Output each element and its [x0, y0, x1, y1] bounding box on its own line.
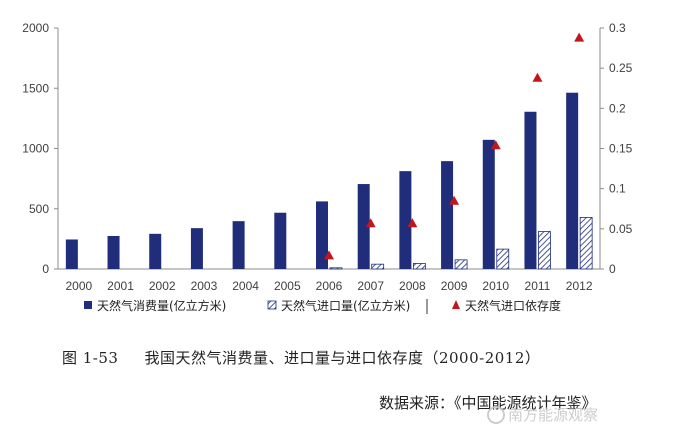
consumption-bar — [232, 221, 245, 269]
import-bar — [412, 263, 426, 270]
left-axis-tick-label: 500 — [29, 202, 49, 216]
dependency-marker — [574, 32, 585, 42]
x-axis-tick-label: 2010 — [482, 279, 509, 293]
dependency-marker — [449, 195, 460, 205]
wechat-icon — [487, 406, 505, 424]
consumption-bar — [65, 239, 78, 269]
dependency-marker — [365, 218, 376, 228]
legend-label: 天然气进口依存度 — [465, 298, 561, 313]
import-bar — [496, 248, 510, 270]
x-axis-tick-label: 2007 — [357, 279, 384, 293]
legend-swatch-imports — [267, 300, 277, 310]
right-axis-tick-label: 0.15 — [609, 142, 633, 156]
import-bar — [454, 259, 468, 270]
legend-swatch-consumption — [84, 301, 92, 309]
figure-caption: 图 1-53 我国天然气消费量、进口量与进口依存度（2000-2012） — [62, 347, 540, 368]
left-axis-tick-label: 1500 — [22, 81, 49, 95]
consumption-bar — [399, 171, 412, 269]
watermark-text: 南方能源观察 — [508, 406, 599, 424]
x-axis-tick-label: 2001 — [107, 279, 134, 293]
consumption-bar — [107, 235, 120, 269]
consumption-bar — [524, 111, 537, 269]
figure-title: 我国天然气消费量、进口量与进口依存度（2000-2012） — [144, 349, 541, 367]
x-axis-tick-label: 2003 — [191, 279, 218, 293]
x-axis-tick-label: 2002 — [149, 279, 176, 293]
import-bar — [329, 267, 343, 270]
consumption-bar — [357, 184, 370, 269]
x-axis-tick-label: 2009 — [441, 279, 468, 293]
consumption-bar — [316, 201, 328, 269]
x-axis-tick-label: 2000 — [65, 279, 92, 293]
right-axis-tick-label: 0 — [609, 262, 616, 276]
import-bar — [538, 231, 551, 270]
right-axis-tick-label: 0.2 — [609, 101, 626, 115]
right-axis-tick-label: 0.1 — [609, 182, 626, 196]
dependency-marker — [324, 250, 334, 260]
left-axis-tick-label: 0 — [42, 262, 49, 276]
x-axis-tick-label: 2005 — [274, 279, 301, 293]
dependency-marker — [490, 140, 501, 150]
figure-number: 图 1-53 — [62, 349, 119, 367]
x-axis-tick-label: 2004 — [232, 279, 259, 293]
dependency-marker — [532, 72, 543, 82]
right-axis-tick-label: 0.05 — [609, 222, 633, 236]
chart: 0 500 1000 1500 2000 0 0.05 0.1 0.15 0.2 0.25 0.3 20… — [22, 21, 633, 314]
consumption-bar — [190, 228, 203, 269]
consumption-bar — [274, 212, 287, 269]
legend-label: 天然气消费量(亿立方米) — [97, 298, 226, 313]
watermark: 南方能源观察 — [487, 404, 598, 425]
x-axis-tick-label: 2011 — [525, 279, 551, 293]
left-axis-tick-label: 2000 — [22, 21, 49, 35]
x-axis-tick-label: 2012 — [566, 279, 593, 293]
legend-label: 天然气进口量(亿立方米) — [281, 298, 410, 313]
right-axis-tick-label: 0.25 — [609, 61, 633, 75]
x-axis-tick-label: 2008 — [399, 279, 426, 293]
right-axis-tick-label: 0.3 — [609, 21, 626, 35]
import-bar — [579, 217, 593, 270]
import-bar — [371, 263, 385, 270]
dependency-marker — [407, 218, 418, 228]
consumption-bar — [482, 139, 495, 269]
left-axis-tick-label: 1000 — [22, 142, 49, 156]
consumption-bar — [566, 92, 579, 269]
consumption-bar — [441, 161, 454, 269]
legend-swatch-dependency — [452, 300, 460, 309]
consumption-bar — [149, 233, 162, 269]
x-axis-tick-label: 2006 — [316, 279, 343, 293]
data-source: 数据来源：《中国能源统计年鉴》 — [379, 394, 597, 412]
